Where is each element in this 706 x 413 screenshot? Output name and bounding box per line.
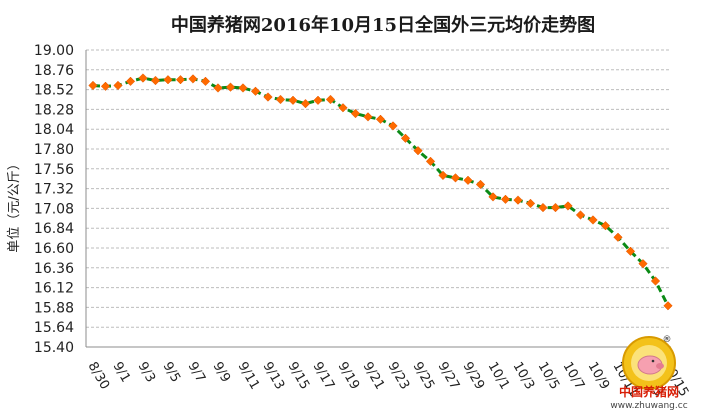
series-line [92, 76, 670, 307]
y-tick-label: 15.64 [34, 320, 74, 336]
x-tick-label: 9/5 [160, 360, 183, 386]
data-point [275, 94, 286, 105]
y-tick-label: 16.60 [34, 241, 74, 257]
data-point [613, 232, 623, 242]
y-tick-label: 17.32 [34, 182, 74, 198]
data-point [438, 170, 448, 181]
data-point [388, 121, 398, 131]
y-axis-label: 单位（元/公斤） [7, 157, 22, 252]
data-point [363, 112, 373, 122]
data-point [413, 145, 423, 156]
x-tick-label: 10/5 [535, 360, 563, 393]
y-tick-label: 19.00 [34, 43, 74, 59]
data-point [450, 173, 461, 183]
chart-title: 中国养猪网2016年10月15日全国外三元均价走势图 [171, 14, 595, 36]
x-tick-label: 9/23 [385, 360, 413, 393]
x-tick-label: 9/25 [410, 360, 438, 393]
data-point [538, 202, 548, 213]
y-tick-label: 15.40 [34, 340, 74, 356]
data-point [513, 195, 523, 205]
x-tick-label: 9/9 [210, 360, 233, 386]
y-tick-label: 18.28 [34, 102, 74, 118]
x-tick-label: 10/9 [585, 360, 613, 393]
x-tick-label: 9/27 [435, 360, 463, 393]
y-tick-label: 17.08 [34, 201, 74, 217]
data-point [88, 80, 98, 91]
x-tick-label: 9/21 [360, 360, 388, 393]
data-points [88, 73, 673, 311]
data-point [325, 94, 336, 105]
y-tick-label: 15.88 [34, 300, 74, 316]
y-tick-label: 17.56 [34, 162, 74, 178]
y-tick-labels: 19.00 18.76 18.52 18.28 18.04 17.80 17.56 17.32… [34, 43, 74, 356]
data-point [425, 156, 436, 167]
data-point [175, 75, 186, 85]
data-point [163, 75, 173, 85]
x-tick-label: 9/1 [110, 360, 133, 386]
x-tick-label: 9/19 [335, 360, 363, 393]
grid-lines [86, 49, 671, 328]
data-point [488, 192, 498, 202]
data-point [138, 73, 148, 83]
data-point [400, 133, 411, 143]
pig-eye-icon [651, 359, 655, 363]
data-point [463, 175, 473, 186]
data-point [125, 76, 136, 87]
data-point [563, 201, 573, 211]
y-tick-label: 16.84 [34, 221, 74, 237]
data-point [600, 221, 611, 231]
data-point [663, 301, 673, 311]
logo-url: www.zhuwang.cc [610, 401, 687, 411]
pig-snout-icon [656, 363, 664, 369]
data-point [350, 108, 361, 119]
data-point [100, 81, 111, 91]
data-point [200, 76, 211, 87]
data-point [500, 194, 511, 204]
data-point [550, 202, 561, 213]
data-point [300, 98, 311, 109]
y-tick-label: 17.80 [34, 142, 74, 158]
x-tick-label: 9/13 [260, 360, 288, 393]
x-tick-label: 10/7 [560, 360, 588, 393]
y-tick-label: 18.04 [34, 122, 74, 138]
x-tick-labels: 8/309/1 9/3 9/5 9/7 9/9 9/119/139/159/179/199… [85, 360, 692, 400]
data-point [150, 75, 161, 86]
x-tick-label: 9/15 [285, 360, 313, 393]
data-point [525, 198, 536, 209]
y-tick-label: 18.52 [34, 83, 74, 99]
zhuwang-logo: ® 中国养猪网 www.zhuwang.cc [610, 335, 687, 411]
y-tick-label: 16.36 [34, 261, 74, 277]
data-point [338, 103, 348, 113]
data-point [625, 246, 636, 256]
data-point [213, 83, 223, 93]
data-point [575, 210, 586, 220]
y-tick-label: 16.12 [34, 281, 74, 297]
data-point [238, 83, 248, 93]
x-tick-label: 9/3 [135, 360, 158, 386]
x-tick-label: 9/11 [235, 360, 263, 393]
data-point [638, 259, 648, 269]
data-point [375, 114, 386, 124]
x-tick-label: 10/1 [485, 360, 513, 393]
registered-mark: ® [663, 335, 672, 345]
data-point [288, 95, 298, 105]
data-point [650, 276, 661, 286]
data-point [113, 80, 123, 91]
data-point [313, 95, 323, 105]
data-point [188, 74, 198, 84]
x-tick-label: 8/30 [85, 360, 113, 393]
x-tick-label: 9/29 [460, 360, 488, 393]
data-point [250, 86, 261, 96]
data-point [588, 215, 598, 225]
data-point [475, 179, 486, 190]
logo-name: 中国养猪网 [619, 384, 679, 399]
data-point [263, 92, 273, 102]
data-point [225, 82, 236, 92]
x-tick-label: 10/3 [510, 360, 538, 393]
x-tick-label: 9/17 [310, 360, 338, 393]
y-tick-label: 18.76 [34, 63, 74, 79]
x-tick-label: 9/7 [185, 360, 208, 386]
